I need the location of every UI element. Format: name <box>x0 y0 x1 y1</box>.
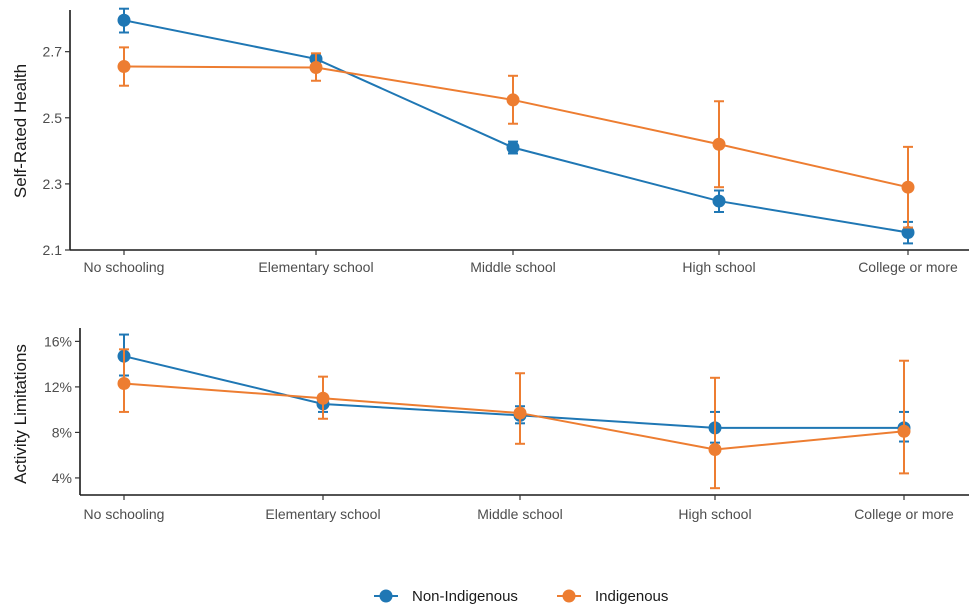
data-point <box>901 180 915 194</box>
x-tick-label: High school <box>678 506 751 522</box>
legend-item-non-indigenous: Non-Indigenous <box>374 588 518 605</box>
y-tick-label: 16% <box>44 333 72 349</box>
legend-swatch-marker <box>379 589 393 603</box>
data-point <box>506 93 520 107</box>
data-point <box>708 442 722 456</box>
legend-label: Indigenous <box>595 588 668 605</box>
x-tick-label: No schooling <box>84 506 165 522</box>
y-tick-label: 2.5 <box>43 110 63 126</box>
data-point <box>117 60 131 74</box>
series-indigenous <box>117 46 915 229</box>
series-line <box>123 65 909 189</box>
data-point <box>117 376 131 390</box>
legend: Non-Indigenous Indigenous <box>374 588 668 605</box>
y-axis-title: Activity Limitations <box>11 344 30 484</box>
legend-item-indigenous: Indigenous <box>557 588 668 605</box>
series-indigenous <box>117 348 911 490</box>
data-point <box>117 13 131 27</box>
y-tick-label: 2.1 <box>43 242 63 258</box>
data-point <box>316 391 330 405</box>
x-tick-label: Middle school <box>477 506 563 522</box>
y-axis-title: Self-Rated Health <box>11 64 30 198</box>
data-point <box>712 137 726 151</box>
x-tick-label: Middle school <box>470 259 556 275</box>
x-tick-label: College or more <box>854 506 954 522</box>
data-point <box>513 406 527 420</box>
y-tick-label: 12% <box>44 379 72 395</box>
data-point <box>901 225 915 239</box>
legend-swatch-marker <box>562 589 576 603</box>
series-non-indigenous <box>117 333 911 444</box>
data-point <box>309 61 323 75</box>
y-tick-label: 2.7 <box>43 44 63 60</box>
series-non-indigenous <box>117 7 915 245</box>
series-line <box>123 19 909 234</box>
x-tick-label: No schooling <box>84 259 165 275</box>
chart-panel-1: 2.1 2.3 2.5 2.7 No schooling Elementary schoo… <box>11 7 969 275</box>
y-tick-label: 8% <box>52 424 72 440</box>
y-tick-label: 2.3 <box>43 176 63 192</box>
x-tick-label: High school <box>682 259 755 275</box>
y-tick-label: 4% <box>52 470 72 486</box>
x-tick-label: Elementary school <box>258 259 373 275</box>
chart-panel-2: 4% 8% 12% 16% No schooling Elementary school M… <box>11 328 969 522</box>
data-point <box>712 194 726 208</box>
data-point <box>506 141 520 155</box>
legend-label: Non-Indigenous <box>412 588 518 605</box>
x-tick-label: College or more <box>858 259 958 275</box>
x-tick-label: Elementary school <box>265 506 380 522</box>
data-point <box>897 424 911 438</box>
